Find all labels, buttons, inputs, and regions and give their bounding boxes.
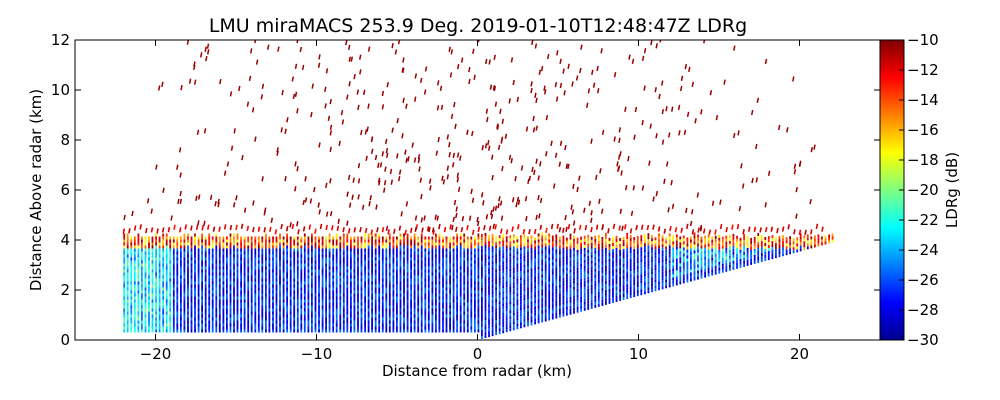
x-axis: −20 −10 0 10 20 — [140, 40, 809, 363]
x-tick-label: 10 — [629, 345, 648, 363]
chart-title: LMU miraMACS 253.9 Deg. 2019-01-10T12:48… — [209, 15, 747, 37]
y-tick-label: 12 — [51, 31, 70, 49]
colorbar-tick-label: −28 — [907, 301, 939, 319]
x-tick-label: 0 — [473, 345, 483, 363]
colorbar-tick-label: −26 — [907, 271, 939, 289]
colorbar-tick-label: −12 — [907, 61, 939, 79]
colorbar-tick-label: −14 — [907, 91, 939, 109]
colorbar-tick-label: −30 — [907, 331, 939, 349]
y-tick-label: 6 — [60, 181, 70, 199]
y-axis: 0 2 4 6 8 10 12 — [51, 31, 880, 349]
x-tick-label: 20 — [790, 345, 809, 363]
colorbar-tick-label: −16 — [907, 121, 939, 139]
x-axis-label: Distance from radar (km) — [382, 362, 572, 380]
x-tick-label: −20 — [140, 345, 172, 363]
colorbar-label: LDRg (dB) — [943, 152, 961, 228]
cloud-ldr-cells — [123, 232, 834, 339]
y-tick-label: 0 — [60, 331, 70, 349]
colorbar-tick-label: −24 — [907, 241, 939, 259]
y-tick-label: 2 — [60, 281, 70, 299]
colorbar-tick-label: −20 — [907, 181, 939, 199]
clutter-marks — [123, 40, 816, 233]
y-axis-label: Distance Above radar (km) — [27, 89, 45, 291]
y-tick-label: 4 — [60, 231, 70, 249]
colorbar-tick-label: −10 — [907, 31, 939, 49]
colorbar-ticks: −30 −28 −26 −24 −22 −20 −18 −16 −14 −12 −10 — [899, 31, 939, 349]
cloud-top-rim — [122, 223, 824, 236]
colorbar-tick-label: −18 — [907, 151, 939, 169]
y-tick-label: 8 — [60, 131, 70, 149]
colorbar-tick-label: −22 — [907, 211, 939, 229]
ldr-data-layer — [122, 40, 834, 339]
y-tick-label: 10 — [51, 81, 70, 99]
x-tick-label: −10 — [301, 345, 333, 363]
